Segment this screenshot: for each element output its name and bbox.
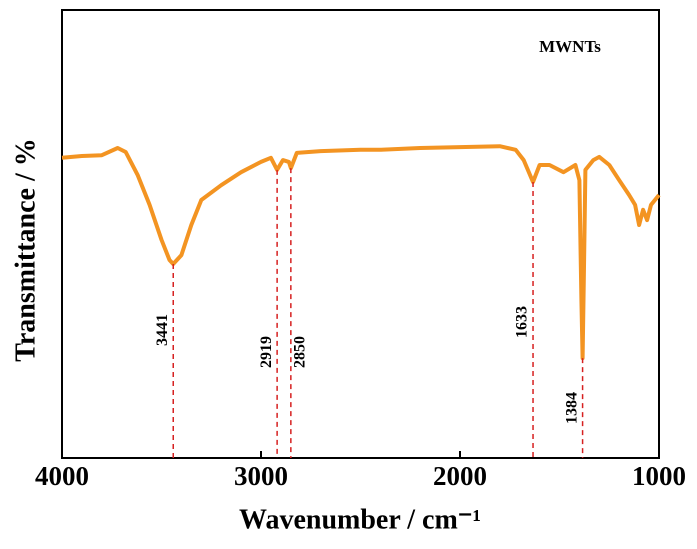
x-tick-label: 2000 xyxy=(433,461,487,491)
spectrum-line xyxy=(61,144,661,361)
x-axis-label: Wavenumber / cm⁻¹ xyxy=(239,504,481,535)
peak-label: 1384 xyxy=(563,392,580,424)
peak-label: 2919 xyxy=(258,336,275,368)
peak-label: 1633 xyxy=(514,306,531,338)
plot-frame xyxy=(61,9,660,459)
x-tick-label: 1000 xyxy=(632,461,686,491)
x-tick-label: 3000 xyxy=(234,461,288,491)
peak-label: 2850 xyxy=(292,336,309,368)
peak-label: 3441 xyxy=(154,314,171,346)
chart-title: MWNTs xyxy=(539,37,601,56)
x-tick-label: 4000 xyxy=(35,461,89,491)
y-axis-label: Transmittance / % xyxy=(10,138,41,361)
